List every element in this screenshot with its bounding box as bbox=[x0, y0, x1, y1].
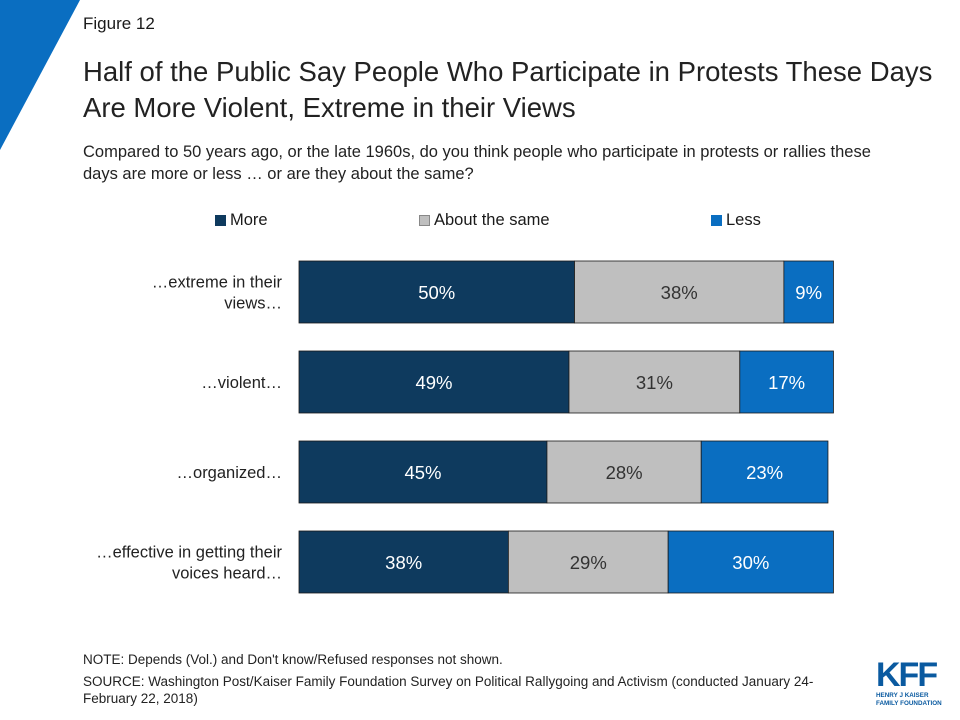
bar-value-label-same: 31% bbox=[636, 372, 673, 393]
bar-segment-more bbox=[298, 530, 509, 594]
bar-segment-less bbox=[700, 440, 829, 504]
legend-item-same: About the same bbox=[419, 211, 550, 230]
legend-swatch-more bbox=[215, 215, 226, 226]
bar-segment-less bbox=[783, 260, 834, 324]
bar-value-label-less: 9% bbox=[795, 282, 822, 303]
legend-swatch-less bbox=[711, 215, 722, 226]
figure-label: Figure 12 bbox=[83, 14, 155, 33]
bar-value-label-less: 30% bbox=[732, 552, 769, 573]
category-label: …organized… bbox=[177, 464, 282, 482]
legend-label-more: More bbox=[230, 211, 268, 229]
category-label: …extreme in their views… bbox=[152, 274, 283, 313]
bar-segment-same bbox=[574, 260, 785, 324]
kff-logo-letters: KFF bbox=[876, 656, 938, 694]
bar-value-label-same: 38% bbox=[661, 282, 698, 303]
bar-value-label-same: 28% bbox=[606, 462, 643, 483]
bar-value-label-more: 50% bbox=[418, 282, 455, 303]
chart-title: Half of the Public Say People Who Partic… bbox=[83, 56, 933, 123]
bar-segment-more bbox=[298, 350, 570, 414]
legend-label-same: About the same bbox=[434, 211, 550, 229]
bar-segment-less bbox=[739, 350, 834, 414]
bar-value-label-same: 29% bbox=[570, 552, 607, 573]
corner-decoration bbox=[0, 0, 80, 150]
bar-segment-same bbox=[568, 350, 741, 414]
bar-segment-more bbox=[298, 260, 575, 324]
chart-note: NOTE: Depends (Vol.) and Don't know/Refu… bbox=[83, 652, 503, 667]
category-label: …violent… bbox=[201, 374, 282, 392]
legend-item-less: Less bbox=[711, 211, 761, 230]
legend-label-less: Less bbox=[726, 211, 761, 229]
bar-value-label-more: 45% bbox=[404, 462, 441, 483]
bar-segment-more bbox=[298, 440, 548, 504]
bar-segment-less bbox=[667, 530, 834, 594]
bar-value-label-less: 23% bbox=[746, 462, 783, 483]
bar-segment-same bbox=[546, 440, 702, 504]
legend-swatch-same bbox=[419, 215, 430, 226]
kff-logo-line2: FAMILY FOUNDATION bbox=[876, 699, 942, 707]
bar-value-label-more: 38% bbox=[385, 552, 422, 573]
bar-value-label-less: 17% bbox=[768, 372, 805, 393]
kff-logo-line1: HENRY J KAISER bbox=[876, 692, 929, 699]
legend-item-more: More bbox=[215, 211, 268, 230]
chart-legend: More About the same Less bbox=[0, 211, 960, 233]
stacked-bar-chart: …extreme in their views… 50% 38% 9% …violent…… bbox=[96, 260, 834, 594]
category-label: …effective in getting their voices heard… bbox=[96, 544, 282, 583]
bar-value-label-more: 49% bbox=[415, 372, 452, 393]
kff-logo: KFF HENRY J KAISER FAMILY FOUNDATION bbox=[876, 658, 948, 707]
chart-source: SOURCE: Washington Post/Kaiser Family Fo… bbox=[83, 674, 814, 706]
chart-subtitle: Compared to 50 years ago, or the late 19… bbox=[83, 143, 871, 183]
